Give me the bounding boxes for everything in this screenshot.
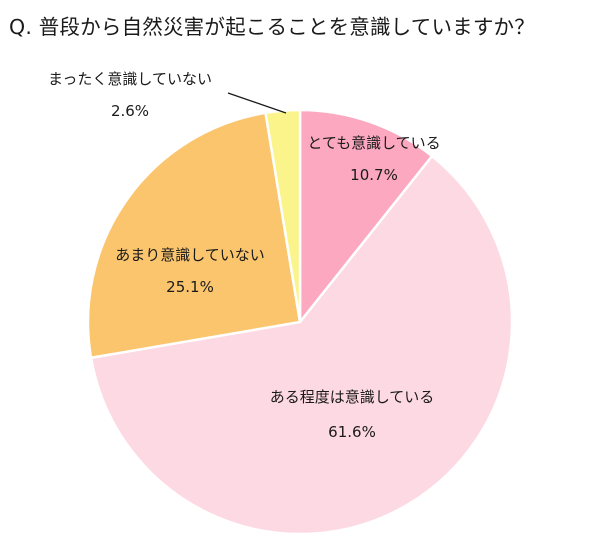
leader-lines [227,92,287,114]
slice-label-amari-ishiki-nai: あまり意識していない [115,246,265,264]
leader-line-mattaku-ishiki-nai [227,92,287,114]
pie-slices [86,108,514,536]
slice-value-totemo-ishiki: 10.7% [350,166,398,184]
slice-labels: とても意識している 10.7% ある程度は意識している 61.6% あまり意識していない… [48,70,441,441]
pie-slice-amari-ishiki-nai [86,111,302,360]
slice-value-aru-teido: 61.6% [328,423,376,441]
chart-title: Q. 普段から自然災害が起こることを意識していますか？ [9,15,535,39]
slice-label-mattaku-ishiki-nai: まったく意識していない [48,70,212,88]
pie-slice-aru-teido [89,154,514,536]
slice-value-mattaku-ishiki-nai: 2.6% [111,102,149,120]
slice-label-aru-teido: ある程度は意識している [270,388,435,406]
slice-label-totemo-ishiki: とても意識している [307,134,440,152]
pie-slice-totemo-ishiki [298,108,434,324]
pie-slice-mattaku-ishiki-nai [264,108,302,324]
slice-value-amari-ishiki-nai: 25.1% [166,278,214,296]
